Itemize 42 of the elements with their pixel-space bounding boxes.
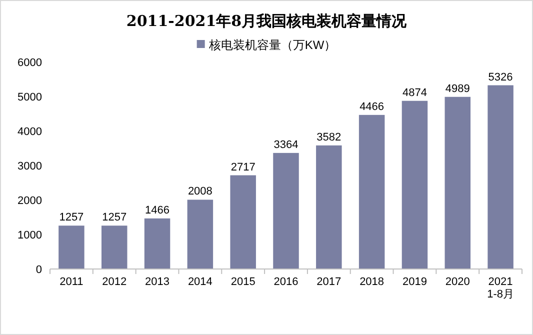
data-label: 2717 [230,161,256,174]
data-label: 1466 [145,204,170,216]
bar [230,175,256,269]
x-tick-label: 2014 [188,276,212,288]
data-label: 1257 [59,212,84,224]
bar [144,218,170,269]
bar [316,145,342,269]
x-tick-label: 2021 1-8月 [487,276,514,301]
data-label: 4466 [360,100,384,113]
chart-title: 2011-2021年8月我国核电装机容量情况 [126,12,408,30]
data-label: 3582 [316,131,342,144]
y-tick-label: 1000 [18,230,42,242]
y-tick-label: 2000 [18,195,42,207]
bar [58,226,84,269]
x-tick-label: 2011 [60,276,84,288]
bar [444,96,471,269]
bar [402,100,428,269]
y-tick-label: 5000 [18,92,42,104]
bar [358,114,385,269]
x-tick-label: 2019 [402,276,427,288]
bar [101,226,128,269]
x-tick-label: 2020 [445,276,470,288]
x-tick-label: 2012 [102,276,127,288]
x-tick-label: 2017 [316,276,342,288]
data-label: 1257 [102,212,127,224]
bar [488,85,514,269]
y-tick-label: 0 [36,264,42,276]
x-tick-label: 2018 [360,276,384,288]
y-tick-label: 3000 [18,160,42,172]
bar [273,152,299,269]
data-label: 5326 [488,71,513,84]
data-label: 2008 [188,186,212,198]
legend-label: 核电装机容量（万KW） [208,38,336,52]
data-label: 4874 [402,86,427,99]
x-tick-label: 2015 [230,276,256,288]
bar [187,200,214,269]
y-tick-label: 4000 [18,126,42,138]
data-label: 4989 [445,82,470,95]
y-tick-label: 6000 [18,57,42,69]
x-tick-label: 2013 [145,276,170,288]
data-label: 3364 [274,138,298,151]
x-tick-label: 2016 [274,276,298,288]
